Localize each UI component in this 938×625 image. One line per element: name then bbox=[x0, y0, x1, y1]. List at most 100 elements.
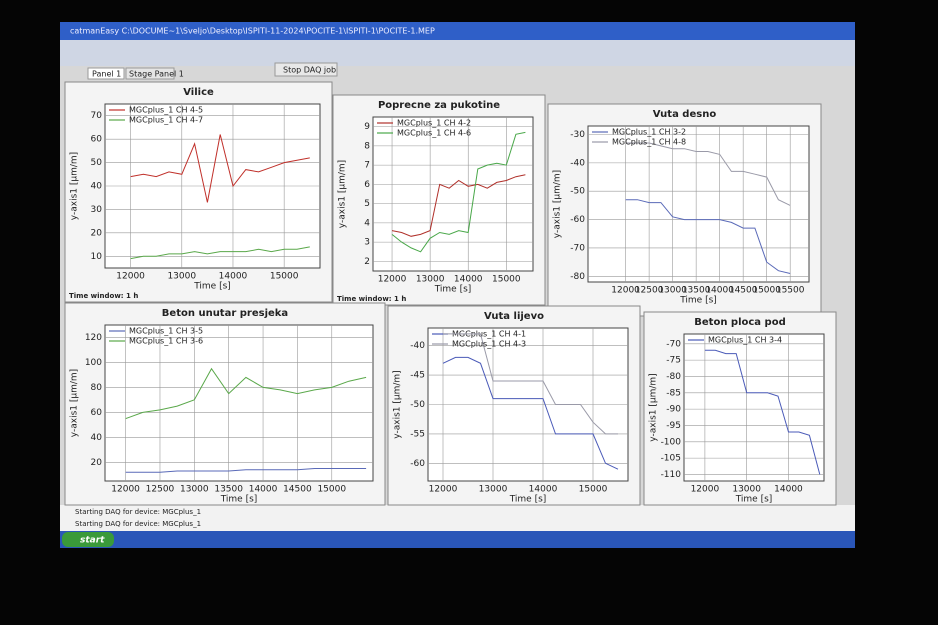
series-line bbox=[442, 356, 619, 470]
title-bar bbox=[60, 22, 855, 40]
status-line: Starting DAQ for device: MGCplus_1 bbox=[75, 508, 201, 516]
x-tick-label: 15000 bbox=[492, 275, 521, 285]
y-axis-label: y-axis1 [µm/m] bbox=[553, 170, 563, 238]
tab-label[interactable]: Stage Panel 1 bbox=[129, 70, 184, 79]
x-tick-label: 14000 bbox=[249, 485, 278, 495]
x-tick-label: 15000 bbox=[270, 272, 299, 282]
x-tick-label: 12000 bbox=[611, 286, 640, 296]
y-tick-label: 2 bbox=[364, 257, 370, 267]
x-axis-label: Time [s] bbox=[509, 495, 547, 505]
y-tick-label: -55 bbox=[410, 429, 425, 439]
y-tick-label: -60 bbox=[410, 459, 425, 469]
x-tick-label: 14500 bbox=[729, 286, 758, 296]
series-line bbox=[130, 134, 310, 203]
y-axis-label: y-axis1 [µm/m] bbox=[70, 369, 80, 437]
y-tick-label: 100 bbox=[85, 358, 102, 368]
start-label[interactable]: start bbox=[80, 536, 105, 546]
y-tick-label: -60 bbox=[570, 215, 585, 225]
legend-label: MGCplus_1 CH 4-5 bbox=[129, 106, 203, 115]
series-line bbox=[625, 199, 791, 274]
y-tick-label: 80 bbox=[91, 383, 103, 393]
legend-label: MGCplus_1 CH 4-1 bbox=[452, 330, 526, 339]
taskbar bbox=[60, 531, 855, 548]
legend-label: MGCplus_1 CH 3-5 bbox=[129, 327, 203, 336]
toolbar bbox=[60, 40, 855, 66]
legend-label: MGCplus_1 CH 3-4 bbox=[708, 336, 782, 345]
y-tick-label: -105 bbox=[661, 454, 681, 464]
time-window-note: Time window: 1 h bbox=[69, 292, 138, 300]
legend-label: MGCplus_1 CH 4-6 bbox=[397, 129, 471, 138]
plot-area bbox=[683, 333, 825, 482]
y-tick-label: 8 bbox=[364, 141, 370, 151]
chart-title: Beton unutar presjeka bbox=[162, 308, 288, 319]
y-axis-label: y-axis1 [µm/m] bbox=[338, 160, 348, 228]
y-tick-label: 6 bbox=[364, 180, 370, 190]
x-axis-label: Time [s] bbox=[220, 495, 258, 505]
x-tick-label: 14000 bbox=[454, 275, 483, 285]
x-tick-label: 12500 bbox=[635, 286, 664, 296]
x-tick-label: 13000 bbox=[658, 286, 687, 296]
y-tick-label: -80 bbox=[666, 372, 681, 382]
y-tick-label: 3 bbox=[364, 238, 370, 248]
series-line bbox=[704, 349, 821, 475]
y-tick-label: -70 bbox=[666, 339, 681, 349]
stop-button[interactable] bbox=[274, 62, 338, 77]
y-tick-label: -40 bbox=[410, 341, 425, 351]
y-tick-label: 7 bbox=[364, 161, 370, 171]
time-window-note: Time window: 1 h bbox=[337, 295, 406, 303]
y-tick-label: -85 bbox=[666, 388, 681, 398]
y-tick-label: -95 bbox=[666, 421, 681, 431]
x-tick-label: 14000 bbox=[774, 485, 803, 495]
chart-title: Poprecne za pukotine bbox=[378, 100, 500, 111]
series-line bbox=[125, 367, 367, 420]
y-axis-label: y-axis1 [µm/m] bbox=[70, 152, 80, 220]
x-tick-label: 12000 bbox=[111, 485, 140, 495]
y-tick-label: -45 bbox=[410, 371, 425, 381]
y-tick-label: 20 bbox=[91, 458, 103, 468]
y-tick-label: 60 bbox=[91, 408, 103, 418]
y-axis-label: y-axis1 [µm/m] bbox=[649, 373, 659, 441]
x-axis-label: Time [s] bbox=[679, 296, 717, 306]
x-tick-label: 14500 bbox=[283, 485, 312, 495]
y-tick-label: 20 bbox=[91, 228, 103, 238]
legend-label: MGCplus_1 CH 4-2 bbox=[397, 119, 471, 128]
x-tick-label: 12000 bbox=[378, 275, 407, 285]
stop-button-label[interactable]: Stop DAQ job bbox=[283, 66, 336, 75]
legend-label: MGCplus_1 CH 4-3 bbox=[452, 340, 526, 349]
x-tick-label: 14000 bbox=[705, 286, 734, 296]
y-tick-label: -100 bbox=[661, 437, 682, 447]
y-tick-label: -90 bbox=[666, 405, 681, 415]
y-tick-label: -75 bbox=[666, 356, 681, 366]
y-tick-label: 4 bbox=[364, 218, 370, 228]
y-tick-label: 60 bbox=[91, 135, 103, 145]
x-tick-label: 15000 bbox=[752, 286, 781, 296]
y-tick-label: -110 bbox=[661, 470, 682, 480]
x-tick-label: 12500 bbox=[146, 485, 175, 495]
chart-title: Beton ploca pod bbox=[694, 317, 785, 328]
legend-label: MGCplus_1 CH 3-2 bbox=[612, 128, 686, 137]
x-tick-label: 12000 bbox=[429, 485, 458, 495]
tab[interactable] bbox=[87, 67, 125, 80]
series-line bbox=[625, 142, 791, 206]
y-tick-label: 30 bbox=[91, 205, 103, 215]
x-tick-label: 13000 bbox=[732, 485, 761, 495]
series-line bbox=[391, 174, 526, 237]
x-tick-label: 15500 bbox=[776, 286, 805, 296]
x-axis-label: Time [s] bbox=[735, 495, 773, 505]
tab[interactable] bbox=[125, 67, 175, 80]
x-tick-label: 15000 bbox=[317, 485, 346, 495]
status-area bbox=[60, 505, 855, 531]
x-axis-label: Time [s] bbox=[193, 282, 231, 292]
chart-title: Vilice bbox=[183, 87, 214, 98]
series-line bbox=[130, 246, 310, 260]
y-tick-label: -70 bbox=[570, 243, 585, 253]
x-tick-label: 12000 bbox=[116, 272, 145, 282]
legend-label: MGCplus_1 CH 4-8 bbox=[612, 138, 686, 147]
start-button[interactable] bbox=[62, 532, 114, 547]
legend-label: MGCplus_1 CH 3-6 bbox=[129, 337, 203, 346]
y-tick-label: -50 bbox=[410, 400, 425, 410]
x-tick-label: 13000 bbox=[479, 485, 508, 495]
y-tick-label: 50 bbox=[91, 158, 103, 168]
tab-label[interactable]: Panel 1 bbox=[92, 70, 121, 79]
y-tick-label: 10 bbox=[91, 252, 103, 262]
